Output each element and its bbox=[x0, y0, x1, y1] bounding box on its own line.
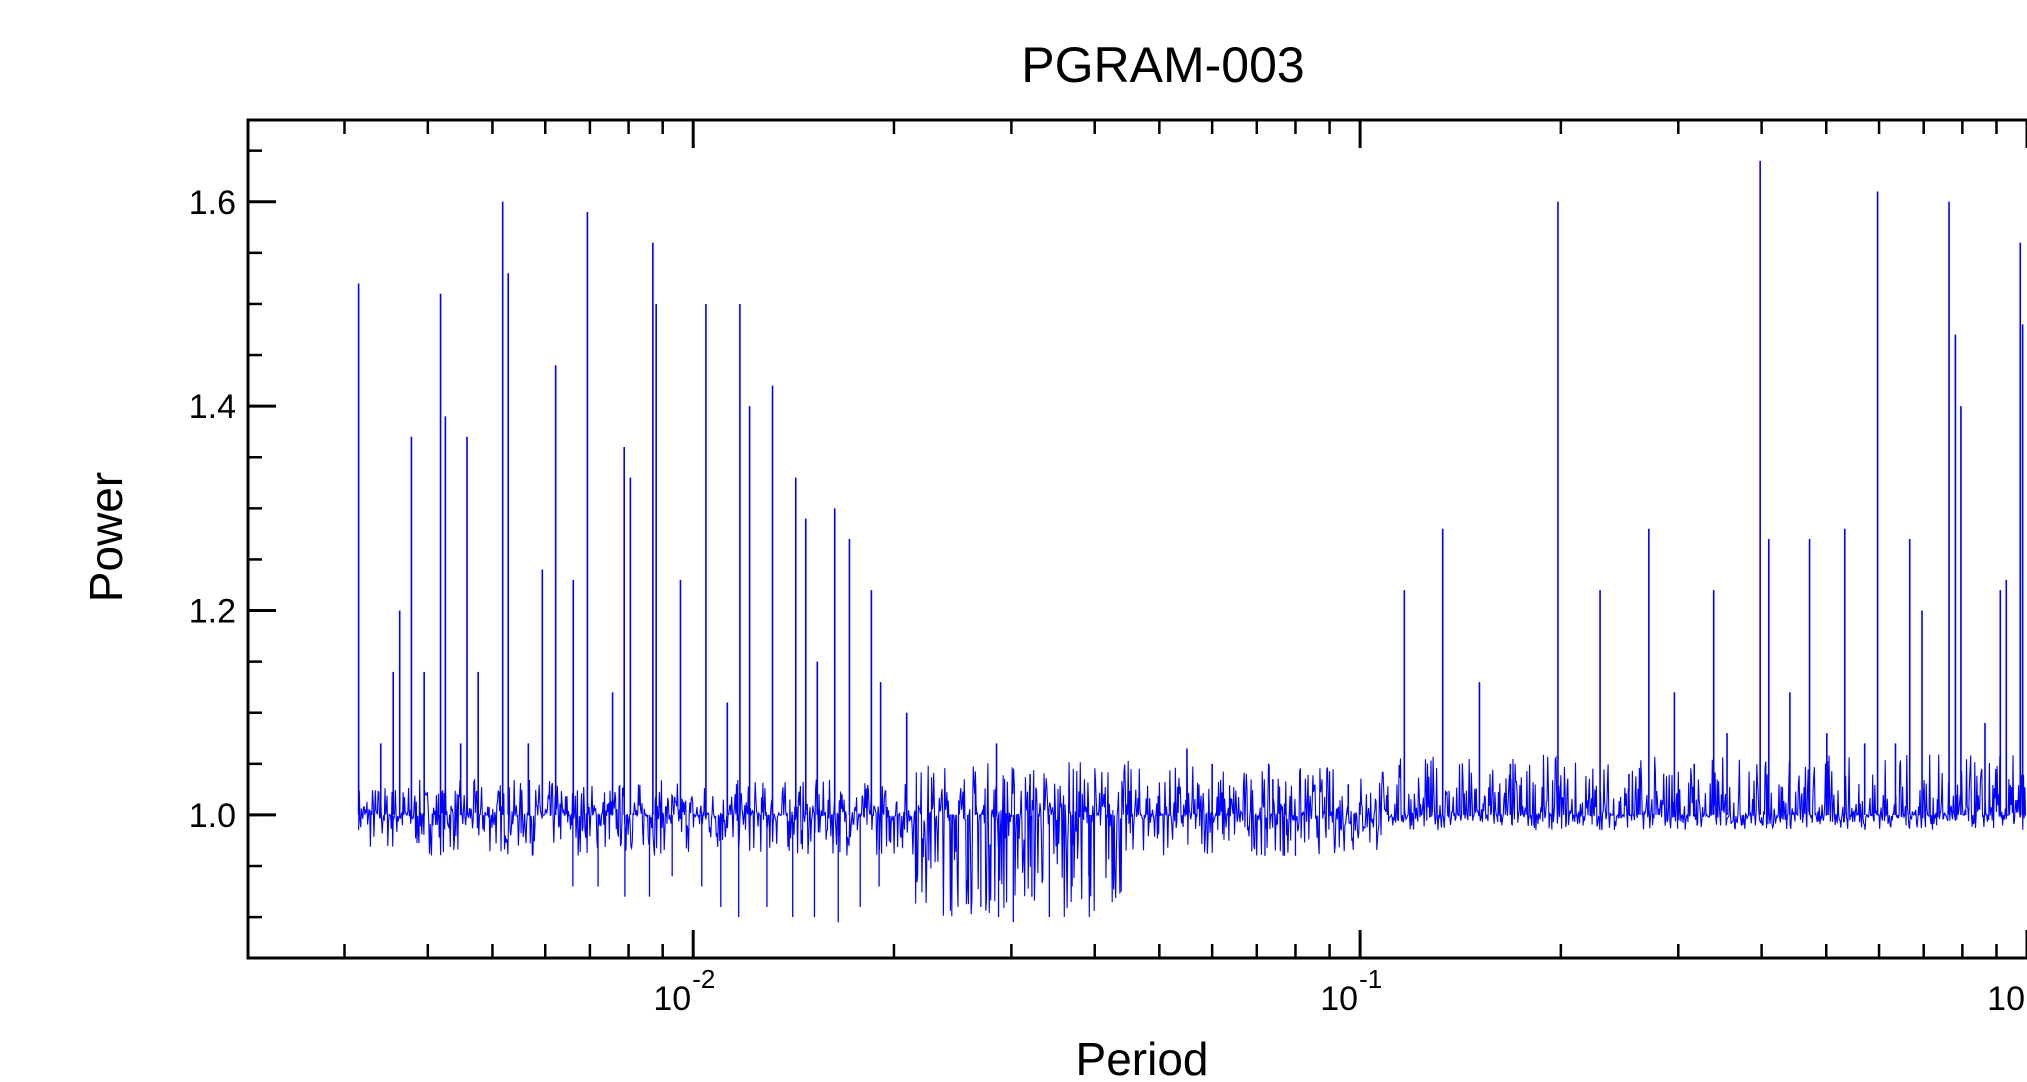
y-axis-label: Power bbox=[80, 472, 132, 602]
x-axis-label: Period bbox=[1076, 1033, 1209, 1082]
axes-layer: 10-210-11001.01.21.41.6 bbox=[189, 118, 2027, 1018]
x-tick-label-exponent: -1 bbox=[1359, 964, 1382, 994]
series-layer bbox=[357, 160, 2027, 923]
y-tick-label: 1.4 bbox=[189, 388, 236, 426]
x-tick-label-base: 10 bbox=[653, 980, 691, 1018]
y-tick-label: 1.2 bbox=[189, 593, 236, 631]
x-tick-label: 100 bbox=[1987, 964, 2027, 1018]
x-tick-label-base: 10 bbox=[1320, 980, 1358, 1018]
x-tick-label: 10-2 bbox=[653, 964, 715, 1018]
x-tick-label-base: 10 bbox=[1987, 980, 2025, 1018]
x-tick-label: 10-1 bbox=[1320, 964, 1382, 1018]
y-tick-label: 1.0 bbox=[189, 797, 236, 835]
series-noise-trace bbox=[358, 754, 2027, 918]
chart-title: PGRAM-003 bbox=[1021, 37, 1304, 93]
y-tick-label: 1.6 bbox=[189, 184, 236, 222]
x-tick-label-exponent: -2 bbox=[692, 964, 715, 994]
plot-frame bbox=[246, 118, 2027, 960]
